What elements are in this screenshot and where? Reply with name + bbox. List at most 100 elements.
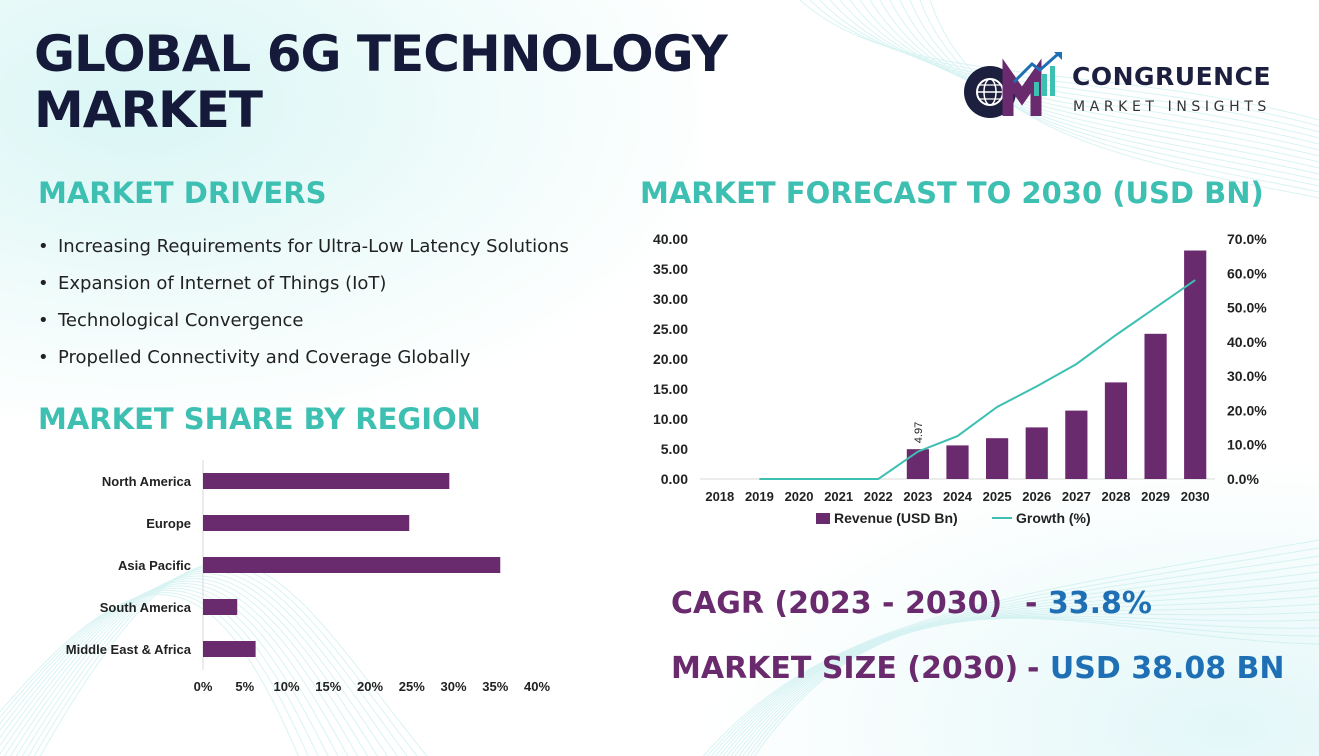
forecast-x-tick-label: 2018 (705, 489, 734, 504)
forecast-y2-tick-label: 70.0% (1227, 231, 1267, 247)
wave-line (746, 616, 1319, 756)
market-forecast-heading: MARKET FORECAST TO 2030 (USD BN) (640, 176, 1264, 210)
cagr-label: CAGR (2023 - 2030) (671, 586, 1003, 621)
size-separator: - (1027, 651, 1040, 686)
wave-line (919, 0, 1319, 193)
region-x-tick-label: 30% (440, 679, 466, 694)
region-bar (203, 557, 501, 573)
forecast-x-tick-label: 2030 (1181, 489, 1210, 504)
wave-line (859, 0, 1319, 157)
forecast-y-tick-label: 15.00 (653, 381, 688, 397)
wave-line (15, 572, 388, 756)
driver-item: • Expansion of Internet of Things (IoT) (38, 273, 387, 294)
revenue-bar (1184, 250, 1207, 479)
forecast-chart: 0.00 5.00 10.00 15.00 20.00 25.00 30.00 35.00 40… (653, 231, 1267, 526)
wave-line (869, 0, 1319, 163)
forecast-y-tick-label: 25.00 (653, 321, 688, 337)
growth-line (759, 279, 1196, 480)
legend-revenue-label: Revenue (USD Bn) (834, 510, 958, 526)
forecast-x-tick-label: 2029 (1141, 489, 1170, 504)
market-size-label: MARKET SIZE (2030) (671, 651, 1019, 686)
revenue-bar (1025, 427, 1048, 479)
forecast-y2-tick-label: 40.0% (1227, 334, 1267, 350)
wave-line (0, 592, 309, 756)
market-drivers-heading: MARKET DRIVERS (38, 176, 327, 210)
region-category-label: Middle East & Africa (66, 642, 192, 657)
wave-line (734, 603, 1319, 756)
cagr-value: 33.8% (1047, 586, 1152, 621)
region-bar (203, 641, 256, 657)
wave-line (819, 0, 1319, 133)
forecast-y2-tick-label: 30.0% (1227, 368, 1267, 384)
wave-line (799, 0, 1319, 121)
wave-line (9, 575, 379, 756)
wave-line (0, 587, 329, 756)
wave-line (909, 0, 1319, 187)
forecast-x-tick-label: 2019 (745, 489, 774, 504)
forecast-x-tick-label: 2023 (903, 489, 932, 504)
forecast-x-tick-label: 2027 (1062, 489, 1091, 504)
forecast-y-tick-label: 5.00 (661, 441, 688, 457)
legend-revenue-swatch (816, 513, 830, 524)
region-x-tick-label: 15% (315, 679, 341, 694)
cagr-value-group: - 33.8% (1025, 586, 1152, 621)
region-bar (203, 515, 410, 531)
wave-line (726, 587, 1319, 756)
background-glow (0, 0, 700, 420)
region-x-tick-label: 25% (399, 679, 425, 694)
forecast-x-tick-label: 2028 (1102, 489, 1131, 504)
driver-item: • Increasing Requirements for Ultra-Low L… (38, 236, 569, 257)
cm-globe-growth-icon (964, 52, 1062, 118)
forecast-x-tick-label: 2021 (824, 489, 853, 504)
wave-line (714, 563, 1319, 756)
region-x-tick-label: 5% (235, 679, 254, 694)
forecast-y-tick-label: 30.00 (653, 291, 688, 307)
forecast-x-tick-label: 2024 (943, 489, 973, 504)
wave-line (889, 0, 1319, 175)
region-x-tick-label: 20% (357, 679, 383, 694)
revenue-bar (1065, 410, 1088, 479)
region-share-chart: North America Europe Asia Pacific South Ame… (66, 460, 550, 694)
wave-line (702, 539, 1319, 756)
wave-line (710, 555, 1319, 756)
wave-line (754, 617, 1319, 756)
revenue-bar (906, 449, 929, 479)
wave-line (0, 590, 319, 756)
revenue-bar (986, 438, 1009, 479)
forecast-x-tick-label: 2026 (1022, 489, 1051, 504)
legend-growth-label: Growth (%) (1016, 510, 1091, 526)
region-x-tick-label: 10% (273, 679, 299, 694)
driver-item: • Propelled Connectivity and Coverage Glo… (38, 347, 471, 368)
region-category-label: North America (102, 474, 192, 489)
wave-line (718, 571, 1319, 756)
forecast-y-tick-label: 10.00 (653, 411, 688, 427)
driver-item: • Technological Convergence (38, 310, 304, 331)
wave-line (879, 0, 1319, 169)
wave-line (929, 0, 1319, 199)
wave-line (722, 579, 1319, 756)
forecast-y2-tick-label: 60.0% (1227, 265, 1267, 281)
forecast-y2-tick-label: 50.0% (1227, 300, 1267, 316)
page-title: GLOBAL 6G TECHNOLOGY MARKET (34, 25, 728, 139)
revenue-bar (946, 445, 969, 479)
region-x-tick-label: 35% (482, 679, 508, 694)
forecast-x-tick-label: 2020 (785, 489, 814, 504)
logo-tagline: MARKET INSIGHTS (1073, 99, 1271, 115)
region-x-tick-label: 0% (194, 679, 213, 694)
market-size-value: USD 38.08 BN (1049, 651, 1285, 686)
region-bar (203, 473, 450, 489)
region-bar (203, 599, 238, 615)
market-share-heading: MARKET SHARE BY REGION (38, 402, 481, 436)
market-size-value-group: - USD 38.08 BN (1027, 651, 1285, 686)
wave-line (0, 583, 349, 756)
forecast-x-tick-label: 2022 (864, 489, 893, 504)
forecast-y-tick-label: 40.00 (653, 231, 688, 247)
region-x-tick-label: 40% (524, 679, 550, 694)
revenue-bar (1104, 382, 1128, 479)
logo-name: CONGRUENCE (1072, 62, 1272, 91)
forecast-y2-tick-label: 10.0% (1227, 437, 1267, 453)
forecast-y-tick-label: 35.00 (653, 261, 688, 277)
region-category-label: Europe (146, 516, 191, 531)
revenue-data-label: 4.97 (913, 422, 925, 443)
